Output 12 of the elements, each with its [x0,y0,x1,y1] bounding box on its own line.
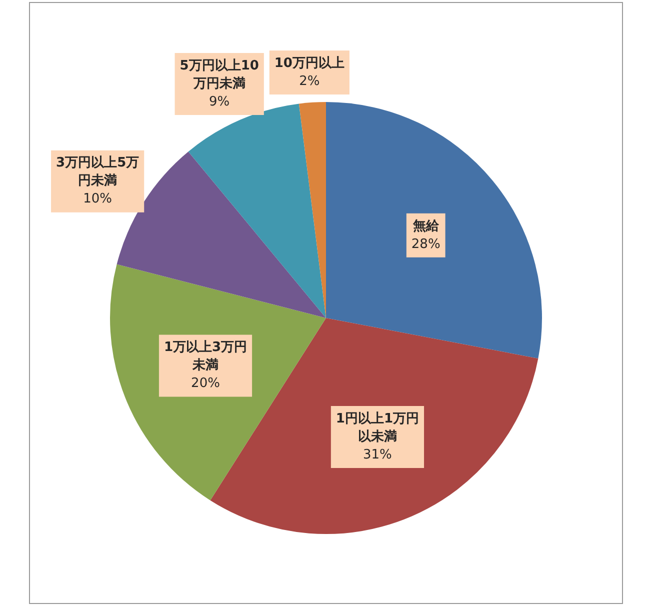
data-label: 31% [363,447,392,462]
slice-label: 1円以上1万円以未満 [336,411,420,444]
data-label: 10% [83,192,112,207]
slice-label: 1万以上3万円未満 [164,340,248,374]
slice-label: 3万円以上5万円未満 [56,156,140,189]
slice-label: 無給 [412,218,440,234]
data-label: 2% [299,74,320,89]
slice-label: 5万円以上10万円未満 [180,58,259,92]
data-label: 28% [411,236,440,252]
data-label: 20% [191,376,220,392]
data-label: 9% [209,94,230,110]
slice-label: 10万円以上 [274,56,344,71]
